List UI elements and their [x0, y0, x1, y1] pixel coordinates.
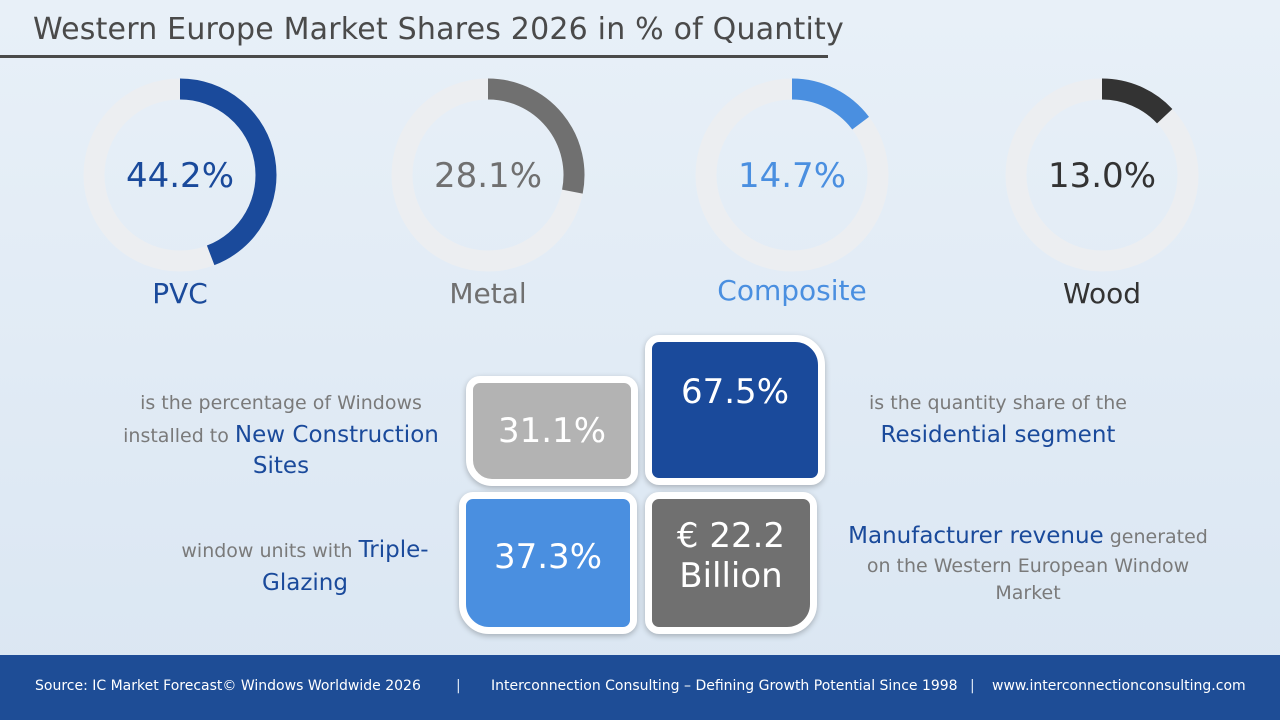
desc-new-construction-plain: installed to	[123, 425, 235, 447]
desc-new-construction-line1: is the percentage of Windows	[140, 392, 422, 414]
donut-label-metal: Metal	[449, 277, 527, 310]
donut-metal	[391, 78, 585, 272]
desc-triple-glazing-highlight: Triple-	[358, 537, 429, 563]
donut-value-wood: 13.0%	[1047, 156, 1156, 196]
desc-triple-glazing-plain: window units with	[181, 540, 359, 562]
footer-bar: Source: IC Market Forecast© Windows Worl…	[0, 655, 1280, 720]
donut-label-composite: Composite	[717, 274, 867, 307]
desc-new-construction-highlight: New Construction	[234, 422, 439, 448]
desc-new-construction-line2: installed to New Construction	[116, 419, 446, 452]
donut-value-pvc: 44.2%	[125, 156, 234, 196]
tile-new-construction: 31.1%	[466, 376, 638, 486]
desc-triple-glazing-line1: window units with Triple-	[160, 534, 450, 567]
footer-source: Source: IC Market Forecast© Windows Worl…	[35, 678, 421, 694]
desc-revenue-line3: Market	[995, 582, 1061, 604]
desc-revenue-plain: generated	[1103, 526, 1208, 548]
desc-residential-line1: is the quantity share of the	[869, 392, 1127, 414]
tile-new-construction-value: 31.1%	[497, 411, 606, 451]
tile-triple-glazing: 37.3%	[459, 492, 637, 634]
desc-revenue-line2: on the Western European Window	[866, 555, 1190, 577]
desc-new-construction-line3: Sites	[252, 453, 310, 479]
desc-new-construction: is the percentage of Windows installed t…	[116, 387, 446, 480]
footer-separator-2: |	[970, 678, 975, 694]
footer-tagline: Interconnection Consulting – Defining Gr…	[491, 678, 958, 694]
tile-residential: 67.5%	[645, 335, 825, 485]
title-underline	[0, 55, 828, 58]
donut-slice-pvc	[179, 78, 277, 266]
tile-residential-value: 67.5%	[680, 372, 789, 412]
donut-slice-metal	[487, 78, 585, 194]
donut-value-composite: 14.7%	[737, 156, 846, 196]
tile-revenue: € 22.2 Billion	[645, 492, 817, 634]
desc-residential-highlight: Residential segment	[880, 422, 1116, 448]
donut-label-pvc: PVC	[152, 277, 208, 310]
desc-revenue-line1: Manufacturer revenue generated	[838, 522, 1218, 552]
footer-url[interactable]: www.interconnectionconsulting.com	[992, 678, 1246, 694]
tile-triple-glazing-value: 37.3%	[493, 537, 602, 577]
donut-value-metal: 28.1%	[433, 156, 542, 196]
desc-triple-glazing-line2: Glazing	[262, 570, 348, 596]
page-title: Western Europe Market Shares 2026 in % o…	[33, 12, 844, 47]
donut-slice-wood	[1101, 78, 1173, 124]
footer-separator-1: |	[456, 678, 461, 694]
desc-revenue: Manufacturer revenue generated on the We…	[838, 522, 1218, 605]
desc-triple-glazing: window units with Triple- Glazing	[160, 534, 450, 599]
tile-revenue-value-line1: € 22.2	[676, 516, 786, 556]
desc-residential: is the quantity share of the Residential…	[848, 387, 1148, 451]
tile-revenue-value-line2: Billion	[679, 556, 783, 596]
donut-composite	[695, 78, 889, 272]
donut-label-wood: Wood	[1062, 277, 1142, 310]
desc-revenue-highlight: Manufacturer revenue	[848, 523, 1104, 549]
donut-wood	[1005, 78, 1199, 272]
donut-pvc	[83, 78, 277, 272]
donut-slice-composite	[791, 78, 869, 130]
